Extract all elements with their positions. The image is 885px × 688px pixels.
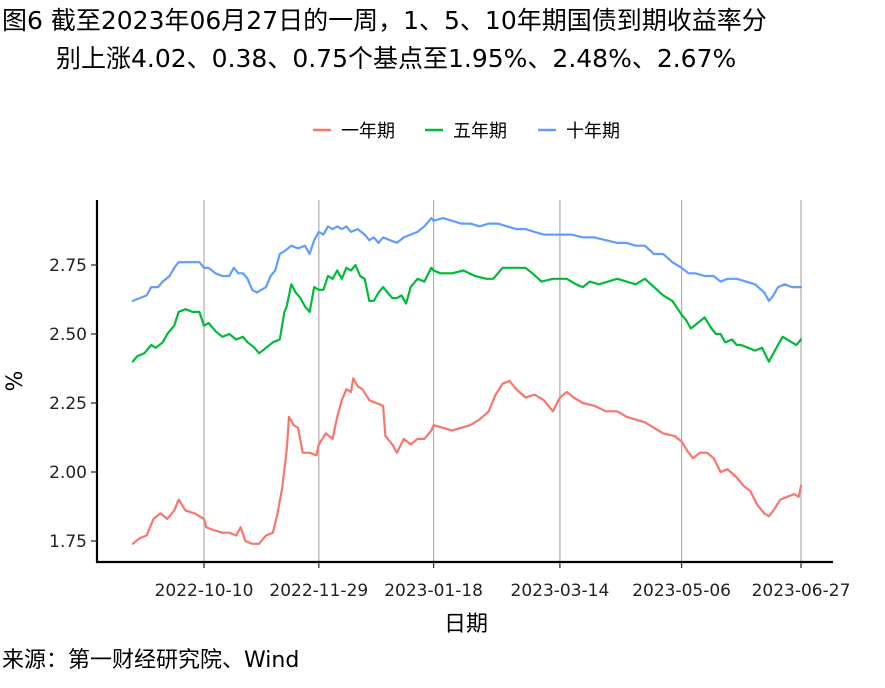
x-tick-label-5: 2023-06-27 bbox=[752, 581, 851, 601]
y-tick-label-2: 2.25 bbox=[49, 394, 87, 414]
chart-title-line1: 图6 截至2023年06月27日的一周，1、5、10年期国债到期收益率分 bbox=[2, 6, 767, 35]
y-tick-label-1: 2.00 bbox=[49, 463, 87, 483]
x-axis-title: 日期 bbox=[444, 612, 488, 637]
y-axis-title: % bbox=[3, 371, 28, 392]
source-note: 来源：第一财经研究院、Wind bbox=[2, 648, 300, 673]
series-line-0 bbox=[131, 377, 803, 545]
chart-title-line2: 别上涨4.02、0.38、0.75个基点至1.95%、2.48%、2.67% bbox=[56, 44, 737, 73]
x-tick-label-1: 2022-11-29 bbox=[269, 581, 368, 601]
y-tick-label-4: 2.75 bbox=[49, 256, 87, 276]
chart-title: 图6 截至2023年06月27日的一周，1、5、10年期国债到期收益率分 别上涨… bbox=[0, 2, 885, 78]
legend-label-0: 一年期 bbox=[341, 121, 395, 142]
x-tick-label-0: 2022-10-10 bbox=[155, 581, 254, 601]
legend-label-2: 十年期 bbox=[566, 121, 620, 142]
series-line-1 bbox=[131, 263, 803, 363]
x-tick-label-4: 2023-05-06 bbox=[632, 581, 731, 601]
x-tick-label-3: 2023-03-14 bbox=[511, 581, 610, 601]
y-tick-label-0: 1.75 bbox=[49, 532, 87, 552]
x-tick-label-2: 2023-01-18 bbox=[384, 581, 483, 601]
y-tick-label-3: 2.50 bbox=[49, 325, 87, 345]
legend-label-1: 五年期 bbox=[453, 121, 507, 142]
series-line-2 bbox=[131, 217, 803, 302]
